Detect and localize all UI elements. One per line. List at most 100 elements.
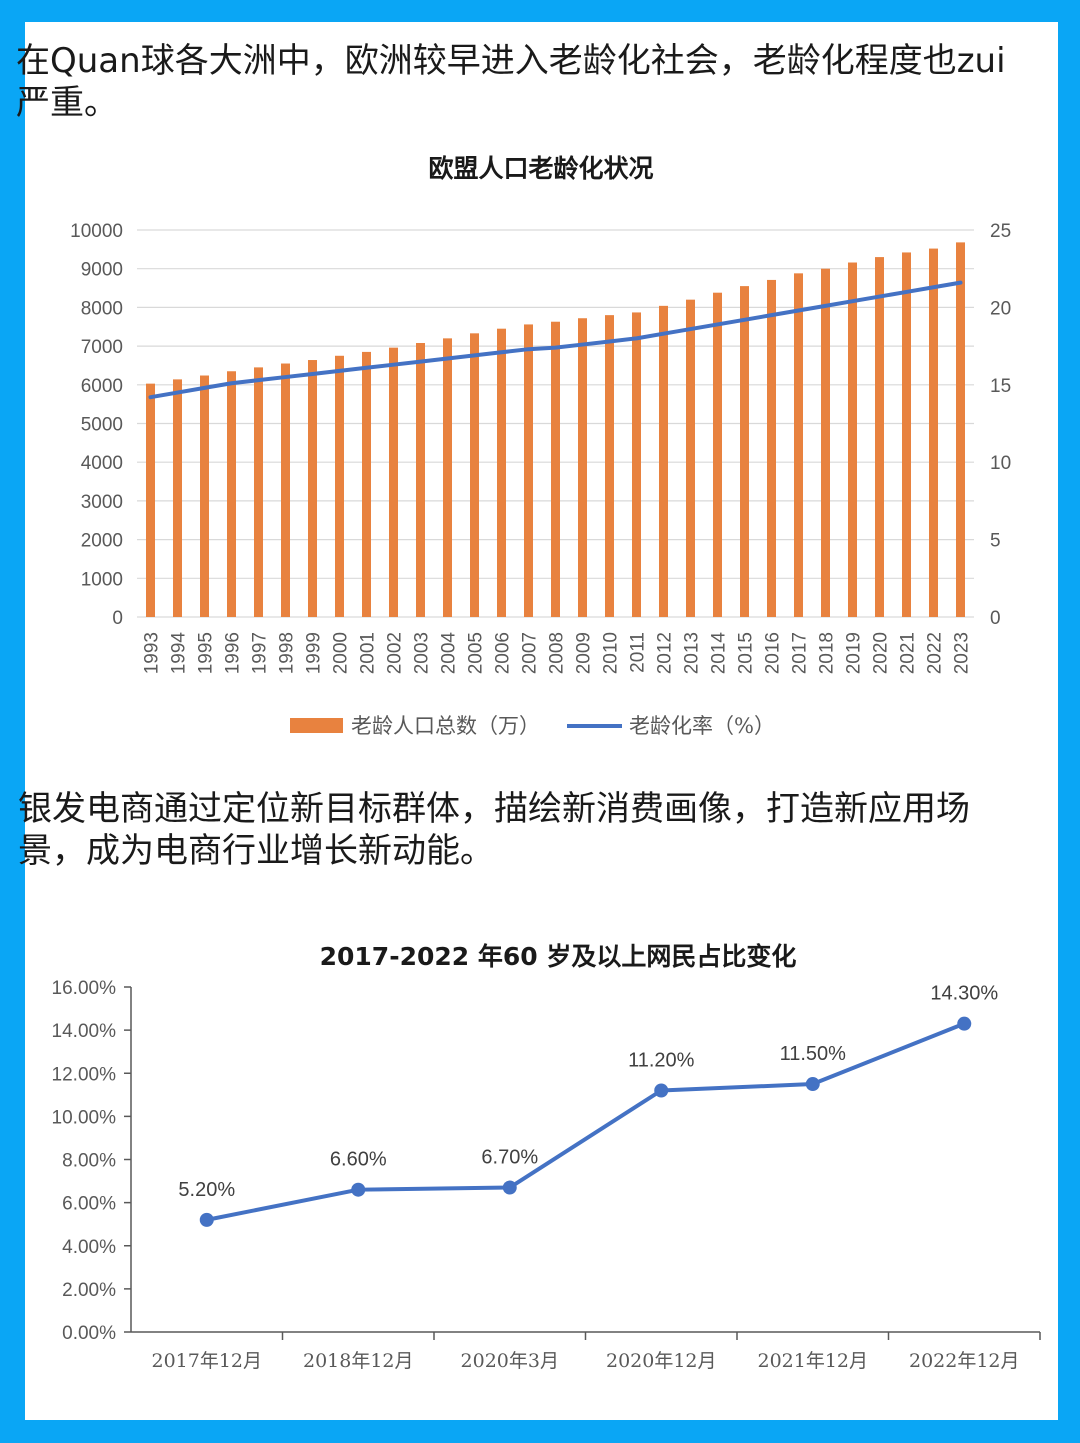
chart2-x-tick-label: 2022年12月: [909, 1350, 1020, 1372]
chart1-aging-rate-line: [148, 280, 963, 400]
chart1-bar-2011: [632, 312, 641, 617]
content-card: [25, 22, 1058, 1420]
chart2-data-point-3: [654, 1083, 669, 1098]
chart1-x-tick-label: 2003: [412, 632, 433, 674]
chart1-bar-2015: [740, 286, 749, 617]
chart1-right-tick-label: 0: [990, 608, 1001, 629]
chart1-x-tick-label: 2009: [574, 632, 595, 674]
chart2-x-tick-label: 2021年12月: [757, 1350, 868, 1372]
chart1-bar-2005: [470, 333, 479, 617]
chart1-left-tick-label: 9000: [81, 260, 123, 281]
chart1-x-tick-label: 2021: [898, 632, 919, 674]
chart2-x-tick-label: 2020年3月: [461, 1350, 559, 1372]
chart2-title: 2017-2022 年60 岁及以上网民占比变化: [320, 942, 797, 971]
chart1-bar-2012: [659, 305, 668, 617]
chart2-data-label: 6.70%: [481, 1147, 538, 1169]
chart1-bar-2006: [497, 328, 506, 617]
chart1-x-tick-label: 2012: [655, 632, 676, 674]
chart2-x-tick-label: 2020年12月: [606, 1350, 717, 1372]
chart1-x-tick-label: 2019: [844, 632, 865, 674]
chart1-x-tick-label: 1994: [169, 632, 190, 675]
chart2-x-tick-label: 2017年12月: [151, 1350, 262, 1372]
chart2-series-line: [206, 1021, 965, 1222]
chart1-x-tick-label: 2014: [709, 632, 730, 675]
chart1-bar-1997: [254, 367, 263, 617]
chart1-x-tick-label: 2008: [547, 632, 568, 674]
chart2-y-tick-label: 2.00%: [62, 1280, 116, 1301]
chart1-legend-bar-label: 老龄人口总数（万）: [351, 714, 540, 738]
chart1-right-tick-label: 25: [990, 221, 1011, 242]
chart1-x-tick-label: 1997: [250, 632, 271, 674]
chart1-title: 欧盟人口老龄化状况: [428, 154, 653, 183]
eu-aging-chart: 欧盟人口老龄化状况 0 1000 2000 3000 4000 5000 6000 7000 80…: [70, 154, 1011, 738]
chart1-left-tick-label: 6000: [81, 376, 123, 397]
chart1-bar-2017: [794, 273, 803, 617]
chart1-x-tick-label: 2004: [439, 632, 460, 675]
chart1-bar-1996: [227, 371, 236, 617]
chart1-left-tick-label: 4000: [81, 453, 123, 474]
chart1-x-tick-label: 2005: [466, 632, 487, 674]
chart1-x-tick-label: 1999: [304, 632, 325, 674]
chart1-bar-2014: [713, 292, 722, 617]
chart1-bar-2010: [605, 315, 614, 617]
chart1-bar-2019: [848, 262, 857, 617]
chart1-left-tick-label: 5000: [81, 415, 123, 436]
chart1-bar-2000: [335, 355, 344, 617]
chart2-y-tick-label: 10.00%: [52, 1107, 117, 1128]
chart1-x-tick-label: 2010: [601, 632, 622, 674]
chart2-data-label: 5.20%: [178, 1179, 235, 1201]
chart1-bar-2008: [551, 321, 560, 617]
chart1-x-tick-label: 2001: [358, 632, 379, 674]
chart1-left-tick-label: 8000: [81, 298, 123, 319]
chart1-x-tick-label: 2023: [952, 632, 973, 674]
chart2-y-tick-label: 14.00%: [52, 1021, 117, 1042]
chart2-y-tick-label: 6.00%: [62, 1194, 116, 1215]
chart1-bar-1994: [173, 379, 182, 617]
chart1-x-tick-label: 2006: [493, 632, 514, 674]
chart2-y-tick-label: 0.00%: [62, 1323, 116, 1344]
chart1-x-tick-label: 1996: [223, 632, 244, 674]
chart1-legend-line-label: 老龄化率（%）: [629, 714, 775, 738]
chart2-y-tick-label: 12.00%: [52, 1064, 117, 1085]
chart2-data-label: 11.50%: [780, 1043, 847, 1065]
chart2-data-label: 11.20%: [628, 1050, 695, 1072]
chart1-x-tick-label: 2016: [763, 632, 784, 674]
chart1-x-tick-label: 2007: [520, 632, 541, 674]
chart1-bar-2018: [821, 268, 830, 617]
chart2-data-point-2: [502, 1180, 517, 1195]
chart1-x-tick-label: 2002: [385, 632, 406, 674]
chart1-x-tick-label: 2020: [871, 632, 892, 674]
chart1-left-tick-label: 0: [112, 608, 123, 629]
chart1-bar-2002: [389, 347, 398, 617]
chart1-bar-2022: [929, 248, 938, 618]
chart1-left-tick-label: 7000: [81, 337, 123, 358]
chart1-bar-2023: [956, 242, 965, 617]
chart2-data-point-4: [805, 1077, 820, 1092]
chart1-x-tick-label: 2013: [682, 632, 703, 674]
chart1-legend-bar-swatch: [290, 718, 343, 733]
chart1-bar-2004: [443, 338, 452, 617]
chart1-bar-1993: [146, 383, 155, 617]
chart1-bar-2007: [524, 324, 533, 617]
chart1-right-tick-label: 5: [990, 531, 1001, 552]
chart1-bar-2021: [902, 252, 911, 618]
chart1-bar-2020: [875, 257, 884, 617]
chart1-x-tick-label: 2015: [736, 632, 757, 674]
chart1-left-tick-label: 10000: [70, 221, 123, 242]
chart2-data-point-5: [957, 1016, 972, 1031]
chart1-x-tick-label: 2017: [790, 632, 811, 674]
chart1-right-tick-label: 20: [990, 298, 1011, 319]
chart1-right-tick-label: 15: [990, 376, 1011, 397]
chart1-bar-2001: [362, 351, 371, 617]
chart2-data-label: 14.30%: [930, 983, 998, 1005]
chart1-x-tick-label: 1998: [277, 632, 298, 674]
chart1-bar-1995: [200, 375, 209, 617]
chart1-x-tick-label: 1993: [142, 632, 163, 674]
chart1-bar-1999: [308, 360, 317, 617]
chart2-x-tick-label: 2018年12月: [303, 1350, 414, 1372]
chart2-y-tick-label: 16.00%: [52, 978, 117, 999]
chart1-bar-1998: [281, 363, 290, 617]
chart1-x-tick-label: 1995: [196, 632, 217, 674]
chart1-left-tick-label: 3000: [81, 492, 123, 513]
